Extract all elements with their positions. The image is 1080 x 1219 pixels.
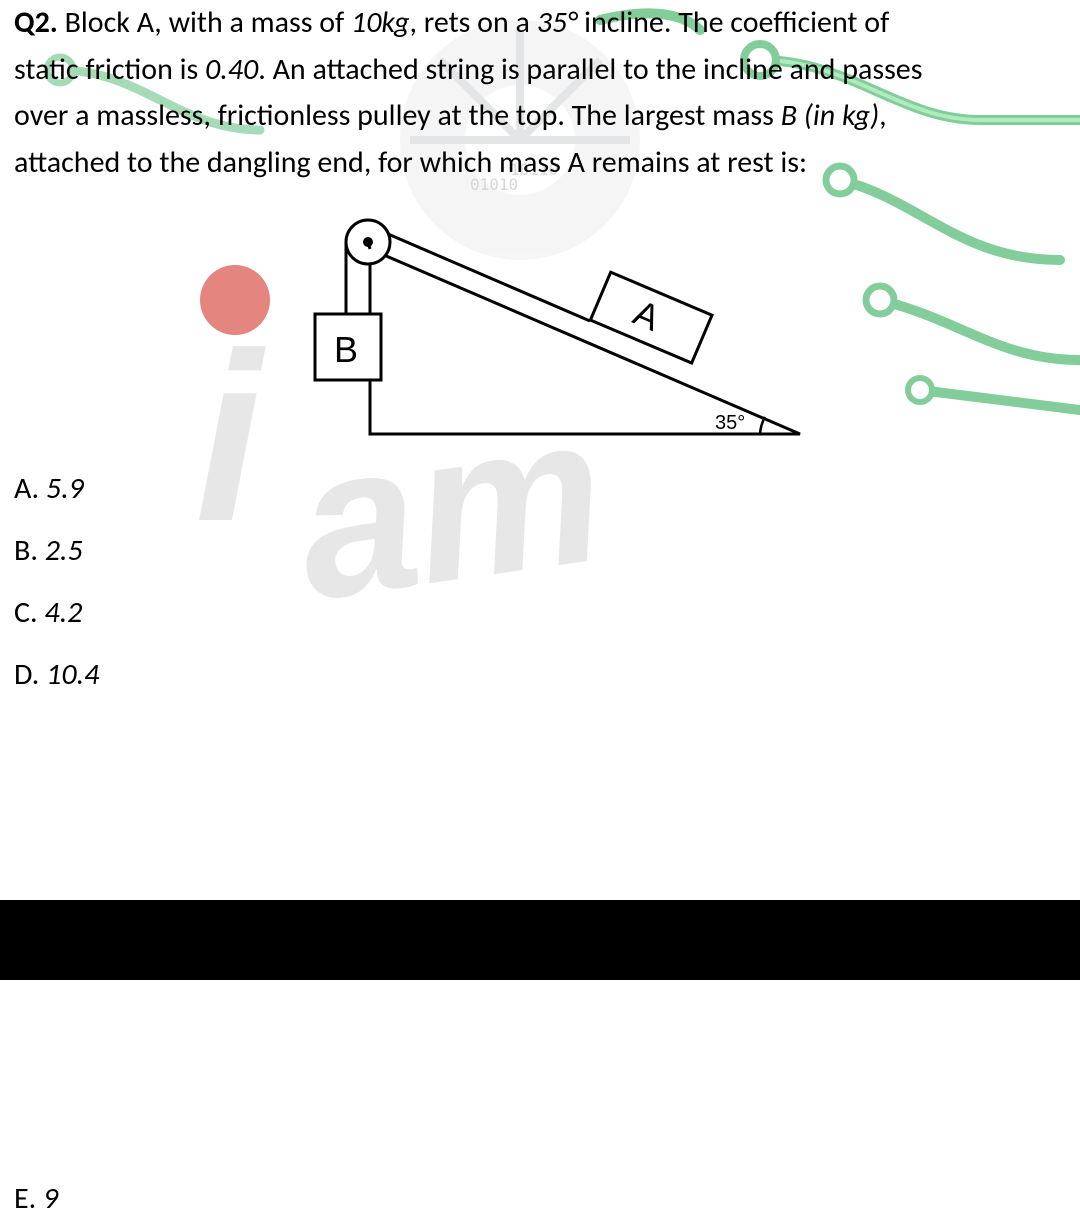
option-c[interactable]: C. 4.2: [14, 598, 1066, 628]
question-text: Q2. Block A, with a mass of 10kg, rets o…: [14, 0, 1066, 186]
black-bar: [0, 900, 1080, 980]
question-number: Q2.: [14, 4, 58, 41]
option-d[interactable]: D. 10.4: [14, 660, 1066, 690]
incline-diagram: 35° B A: [260, 204, 820, 464]
angle-label: 35°: [715, 412, 745, 434]
option-a[interactable]: A. 5.9: [14, 474, 1066, 504]
option-b[interactable]: B. 2.5: [14, 536, 1066, 566]
option-e[interactable]: E. 9: [14, 1180, 58, 1217]
options-list: A. 5.9 B. 2.5 C. 4.2 D. 10.4: [14, 474, 1066, 690]
block-b-label: B: [334, 329, 358, 370]
